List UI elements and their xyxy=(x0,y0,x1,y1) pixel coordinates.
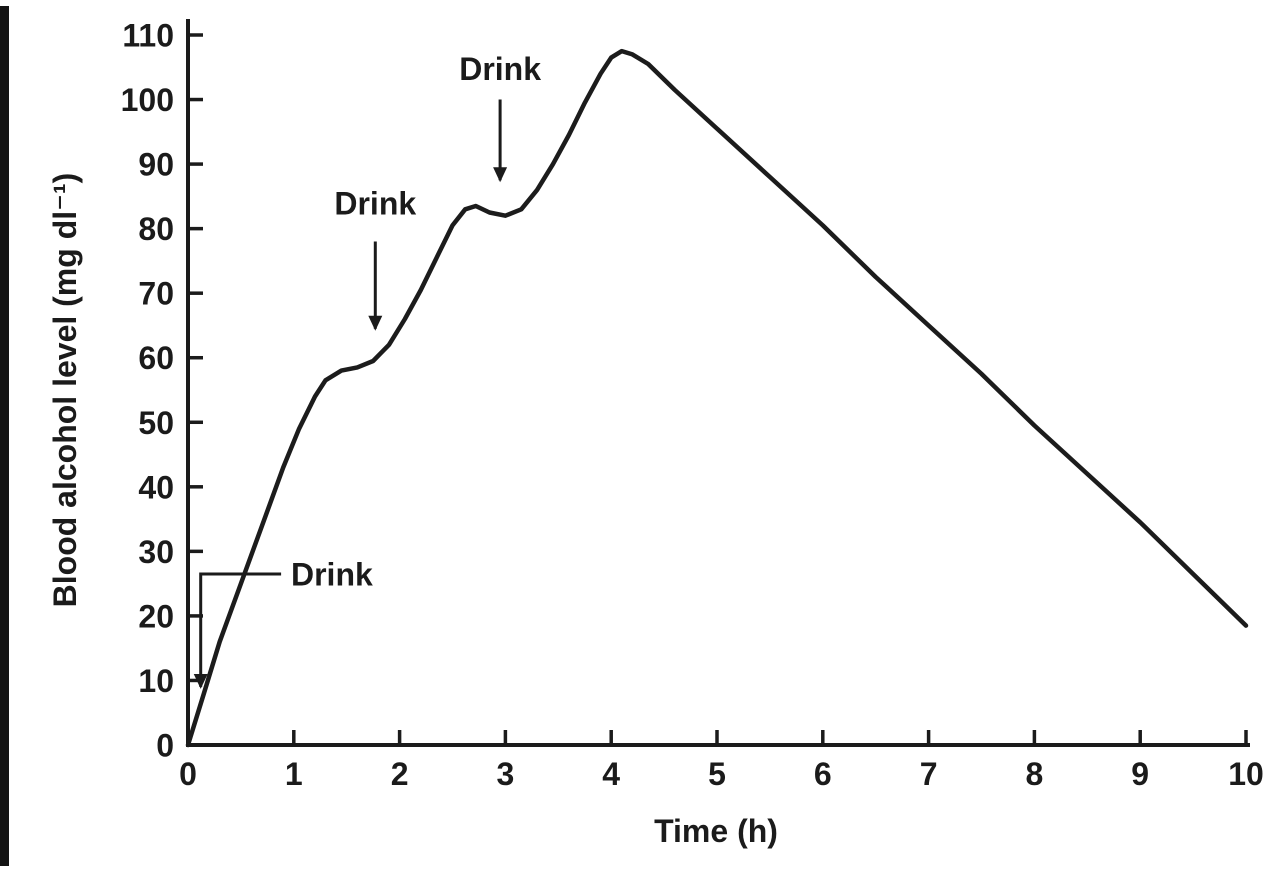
x-tick-label: 6 xyxy=(814,756,832,792)
y-tick-label: 20 xyxy=(138,598,174,634)
y-tick-label: 110 xyxy=(122,18,174,54)
y-axis-title: Blood alcohol level (mg dl⁻¹) xyxy=(47,173,83,608)
annotation-label: Drink xyxy=(459,51,541,87)
y-tick-label: 100 xyxy=(121,82,174,118)
y-tick-label: 80 xyxy=(138,211,174,247)
x-tick-label: 4 xyxy=(602,756,620,792)
x-tick-label: 5 xyxy=(708,756,726,792)
annotation-label: Drink xyxy=(334,185,416,221)
y-tick-label: 40 xyxy=(138,469,174,505)
x-tick-label: 0 xyxy=(179,756,197,792)
x-tick-label: 2 xyxy=(391,756,409,792)
series-line-blood-alcohol-level xyxy=(185,48,1249,748)
y-tick-label: 30 xyxy=(138,534,174,570)
plot-area: 0 10 20 30 40 50 60 70 80 90 100 110 0 1 2 3 4 5 6 7 8 9 10 Dri… xyxy=(121,18,1264,792)
annotation-label: Drink xyxy=(291,556,373,592)
y-tick-label: 0 xyxy=(156,728,174,764)
scan-edge-artifact xyxy=(0,6,9,866)
y-tick-label: 50 xyxy=(138,405,174,441)
x-axis-title: Time (h) xyxy=(654,813,778,849)
x-tick-label: 8 xyxy=(1026,756,1044,792)
y-tick-label: 10 xyxy=(138,663,174,699)
x-tick-label: 7 xyxy=(920,756,938,792)
y-tick-label: 70 xyxy=(138,276,174,312)
y-tick-label: 60 xyxy=(138,340,174,376)
x-tick-label: 10 xyxy=(1228,756,1264,792)
x-tick-label: 9 xyxy=(1131,756,1149,792)
y-tick-label: 90 xyxy=(138,147,174,183)
annotation-arrow xyxy=(193,572,282,689)
x-tick-label: 1 xyxy=(285,756,303,792)
x-tick-label: 3 xyxy=(497,756,515,792)
